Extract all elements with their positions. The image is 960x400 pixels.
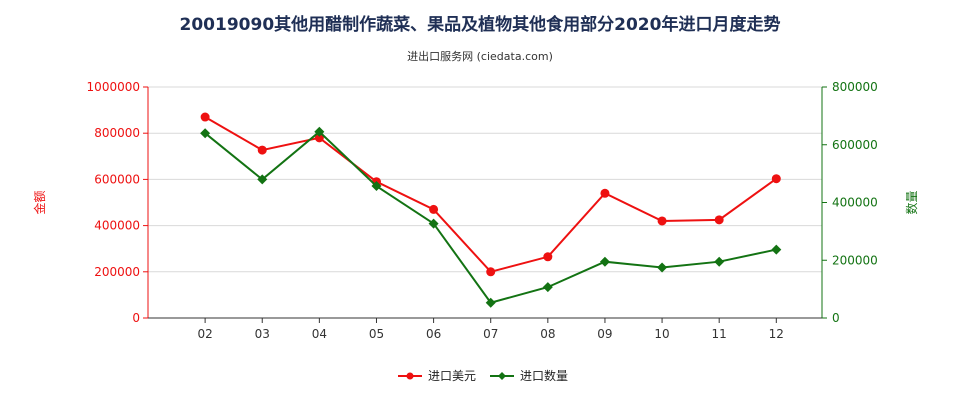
- x-axis-tick-label: 07: [483, 327, 498, 341]
- left-axis-tick-label: 0: [132, 311, 140, 325]
- x-axis-tick-label: 09: [597, 327, 612, 341]
- x-axis-tick-label: 10: [654, 327, 669, 341]
- series-1-point[interactable]: [714, 256, 725, 267]
- x-axis-tick-label: 03: [255, 327, 270, 341]
- series-0-point[interactable]: [600, 188, 610, 198]
- series-1-point[interactable]: [599, 256, 610, 267]
- right-axis-title: 数量: [904, 190, 919, 214]
- series-0-point[interactable]: [714, 215, 724, 225]
- right-axis-tick-label: 200000: [832, 253, 878, 267]
- series-0-point[interactable]: [486, 267, 496, 277]
- series-line-0: [204, 116, 777, 273]
- series-0-point[interactable]: [771, 174, 781, 184]
- chart-title: 20019090其他用醋制作蔬菜、果品及植物其他食用部分2020年进口月度走势: [179, 15, 781, 35]
- x-axis-tick-label: 11: [712, 327, 727, 341]
- x-axis-tick-label: 06: [426, 327, 441, 341]
- series-1-point[interactable]: [371, 181, 382, 192]
- series-1-point[interactable]: [200, 128, 211, 139]
- left-axis-tick-label: 800000: [94, 126, 140, 140]
- series-0-point[interactable]: [657, 216, 667, 226]
- series-1-point[interactable]: [542, 282, 553, 293]
- x-axis-tick-label: 04: [312, 327, 327, 341]
- right-axis-tick-label: 800000: [832, 80, 878, 94]
- right-axis-tick-label: 400000: [832, 196, 878, 210]
- series-0-point[interactable]: [314, 133, 324, 143]
- legend-marker-1: [498, 372, 506, 380]
- x-axis-tick-label: 05: [369, 327, 384, 341]
- series-0-point[interactable]: [543, 252, 553, 262]
- chart-subtitle: 进出口服务网 (ciedata.com): [407, 50, 553, 63]
- series-line-1: [204, 130, 777, 304]
- left-axis-tick-label: 600000: [94, 172, 140, 186]
- left-axis-tick-label: 200000: [94, 265, 140, 279]
- series-1-point[interactable]: [485, 297, 496, 308]
- left-axis-tick-label: 400000: [94, 219, 140, 233]
- series-0-point[interactable]: [429, 204, 439, 214]
- series-1-point[interactable]: [657, 262, 668, 273]
- series-0-point[interactable]: [257, 145, 267, 155]
- left-axis-title: 金额: [32, 190, 47, 214]
- series-1-point[interactable]: [771, 244, 782, 255]
- legend-marker-0: [406, 372, 414, 380]
- x-axis-tick-label: 08: [540, 327, 555, 341]
- series-1-point[interactable]: [314, 126, 325, 137]
- x-axis-tick-label: 02: [197, 327, 212, 341]
- series-1-point[interactable]: [428, 218, 439, 229]
- left-axis-tick-label: 1000000: [87, 80, 140, 94]
- right-axis-tick-label: 0: [832, 311, 840, 325]
- series-0-point[interactable]: [200, 112, 210, 122]
- legend-label-1[interactable]: 进口数量: [520, 368, 568, 383]
- series-1-point[interactable]: [257, 174, 268, 185]
- legend-label-0[interactable]: 进口美元: [428, 369, 476, 383]
- right-axis-tick-label: 600000: [832, 138, 878, 152]
- x-axis-tick-label: 12: [769, 327, 784, 341]
